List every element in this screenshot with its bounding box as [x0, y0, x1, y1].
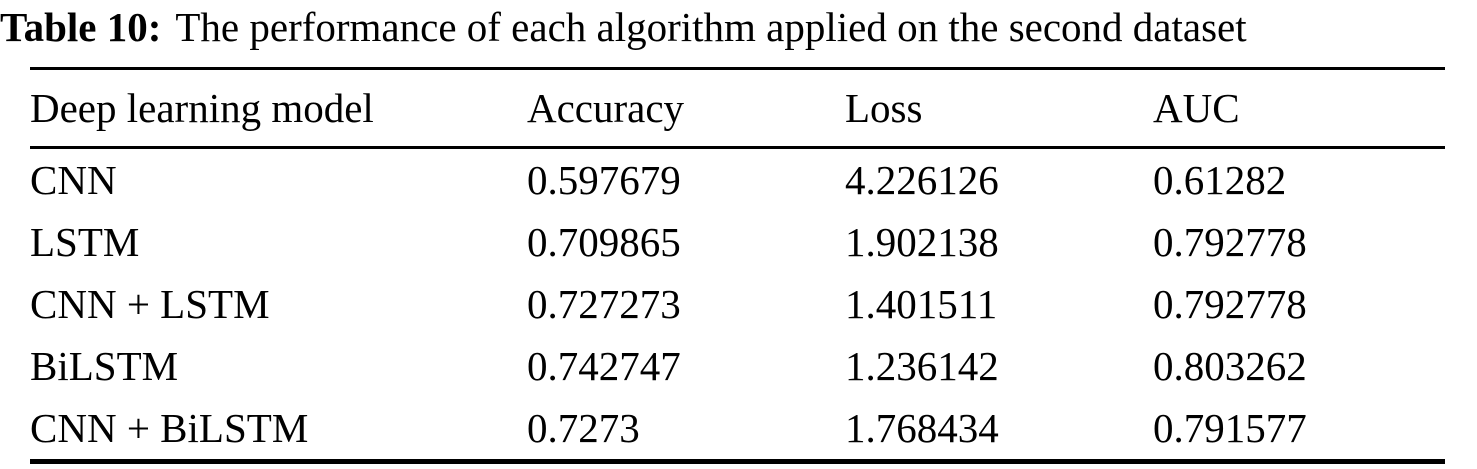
table-caption: Table 10: The performance of each algorit… — [0, 2, 1477, 52]
cell-auc: 0.792778 — [1153, 281, 1307, 328]
column-header-model: Deep learning model — [30, 85, 374, 132]
cell-accuracy: 0.727273 — [527, 281, 681, 328]
cell-accuracy: 0.7273 — [527, 405, 640, 452]
cell-accuracy: 0.709865 — [527, 219, 681, 266]
cell-model: BiLSTM — [30, 343, 179, 390]
caption-label: Table 10: — [0, 4, 162, 50]
cell-model: LSTM — [30, 219, 140, 266]
cell-auc: 0.61282 — [1153, 157, 1287, 204]
results-table: Deep learning model Accuracy Loss AUC CN… — [30, 67, 1445, 465]
cell-model: CNN + LSTM — [30, 281, 270, 328]
cell-loss: 1.768434 — [845, 405, 999, 452]
cell-loss: 1.401511 — [845, 281, 998, 328]
column-header-loss: Loss — [845, 85, 923, 132]
table-row: LSTM 0.709865 1.902138 0.792778 — [30, 211, 1445, 273]
table-row: CNN + LSTM 0.727273 1.401511 0.792778 — [30, 273, 1445, 335]
cell-loss: 1.236142 — [845, 343, 999, 390]
cell-model: CNN + BiLSTM — [30, 405, 309, 452]
cell-accuracy: 0.597679 — [527, 157, 681, 204]
table-row: CNN + BiLSTM 0.7273 1.768434 0.791577 — [30, 397, 1445, 462]
cell-loss: 1.902138 — [845, 219, 999, 266]
column-header-auc: AUC — [1153, 85, 1240, 132]
table-row: CNN 0.597679 4.226126 0.61282 — [30, 148, 1445, 212]
cell-auc: 0.791577 — [1153, 405, 1307, 452]
cell-auc: 0.792778 — [1153, 219, 1307, 266]
cell-loss: 4.226126 — [845, 157, 999, 204]
table-header-row: Deep learning model Accuracy Loss AUC — [30, 69, 1445, 148]
table-row: BiLSTM 0.742747 1.236142 0.803262 — [30, 335, 1445, 397]
cell-model: CNN — [30, 157, 117, 204]
caption-text: The performance of each algorithm applie… — [175, 4, 1247, 50]
column-header-accuracy: Accuracy — [527, 85, 685, 132]
cell-accuracy: 0.742747 — [527, 343, 681, 390]
cell-auc: 0.803262 — [1153, 343, 1307, 390]
